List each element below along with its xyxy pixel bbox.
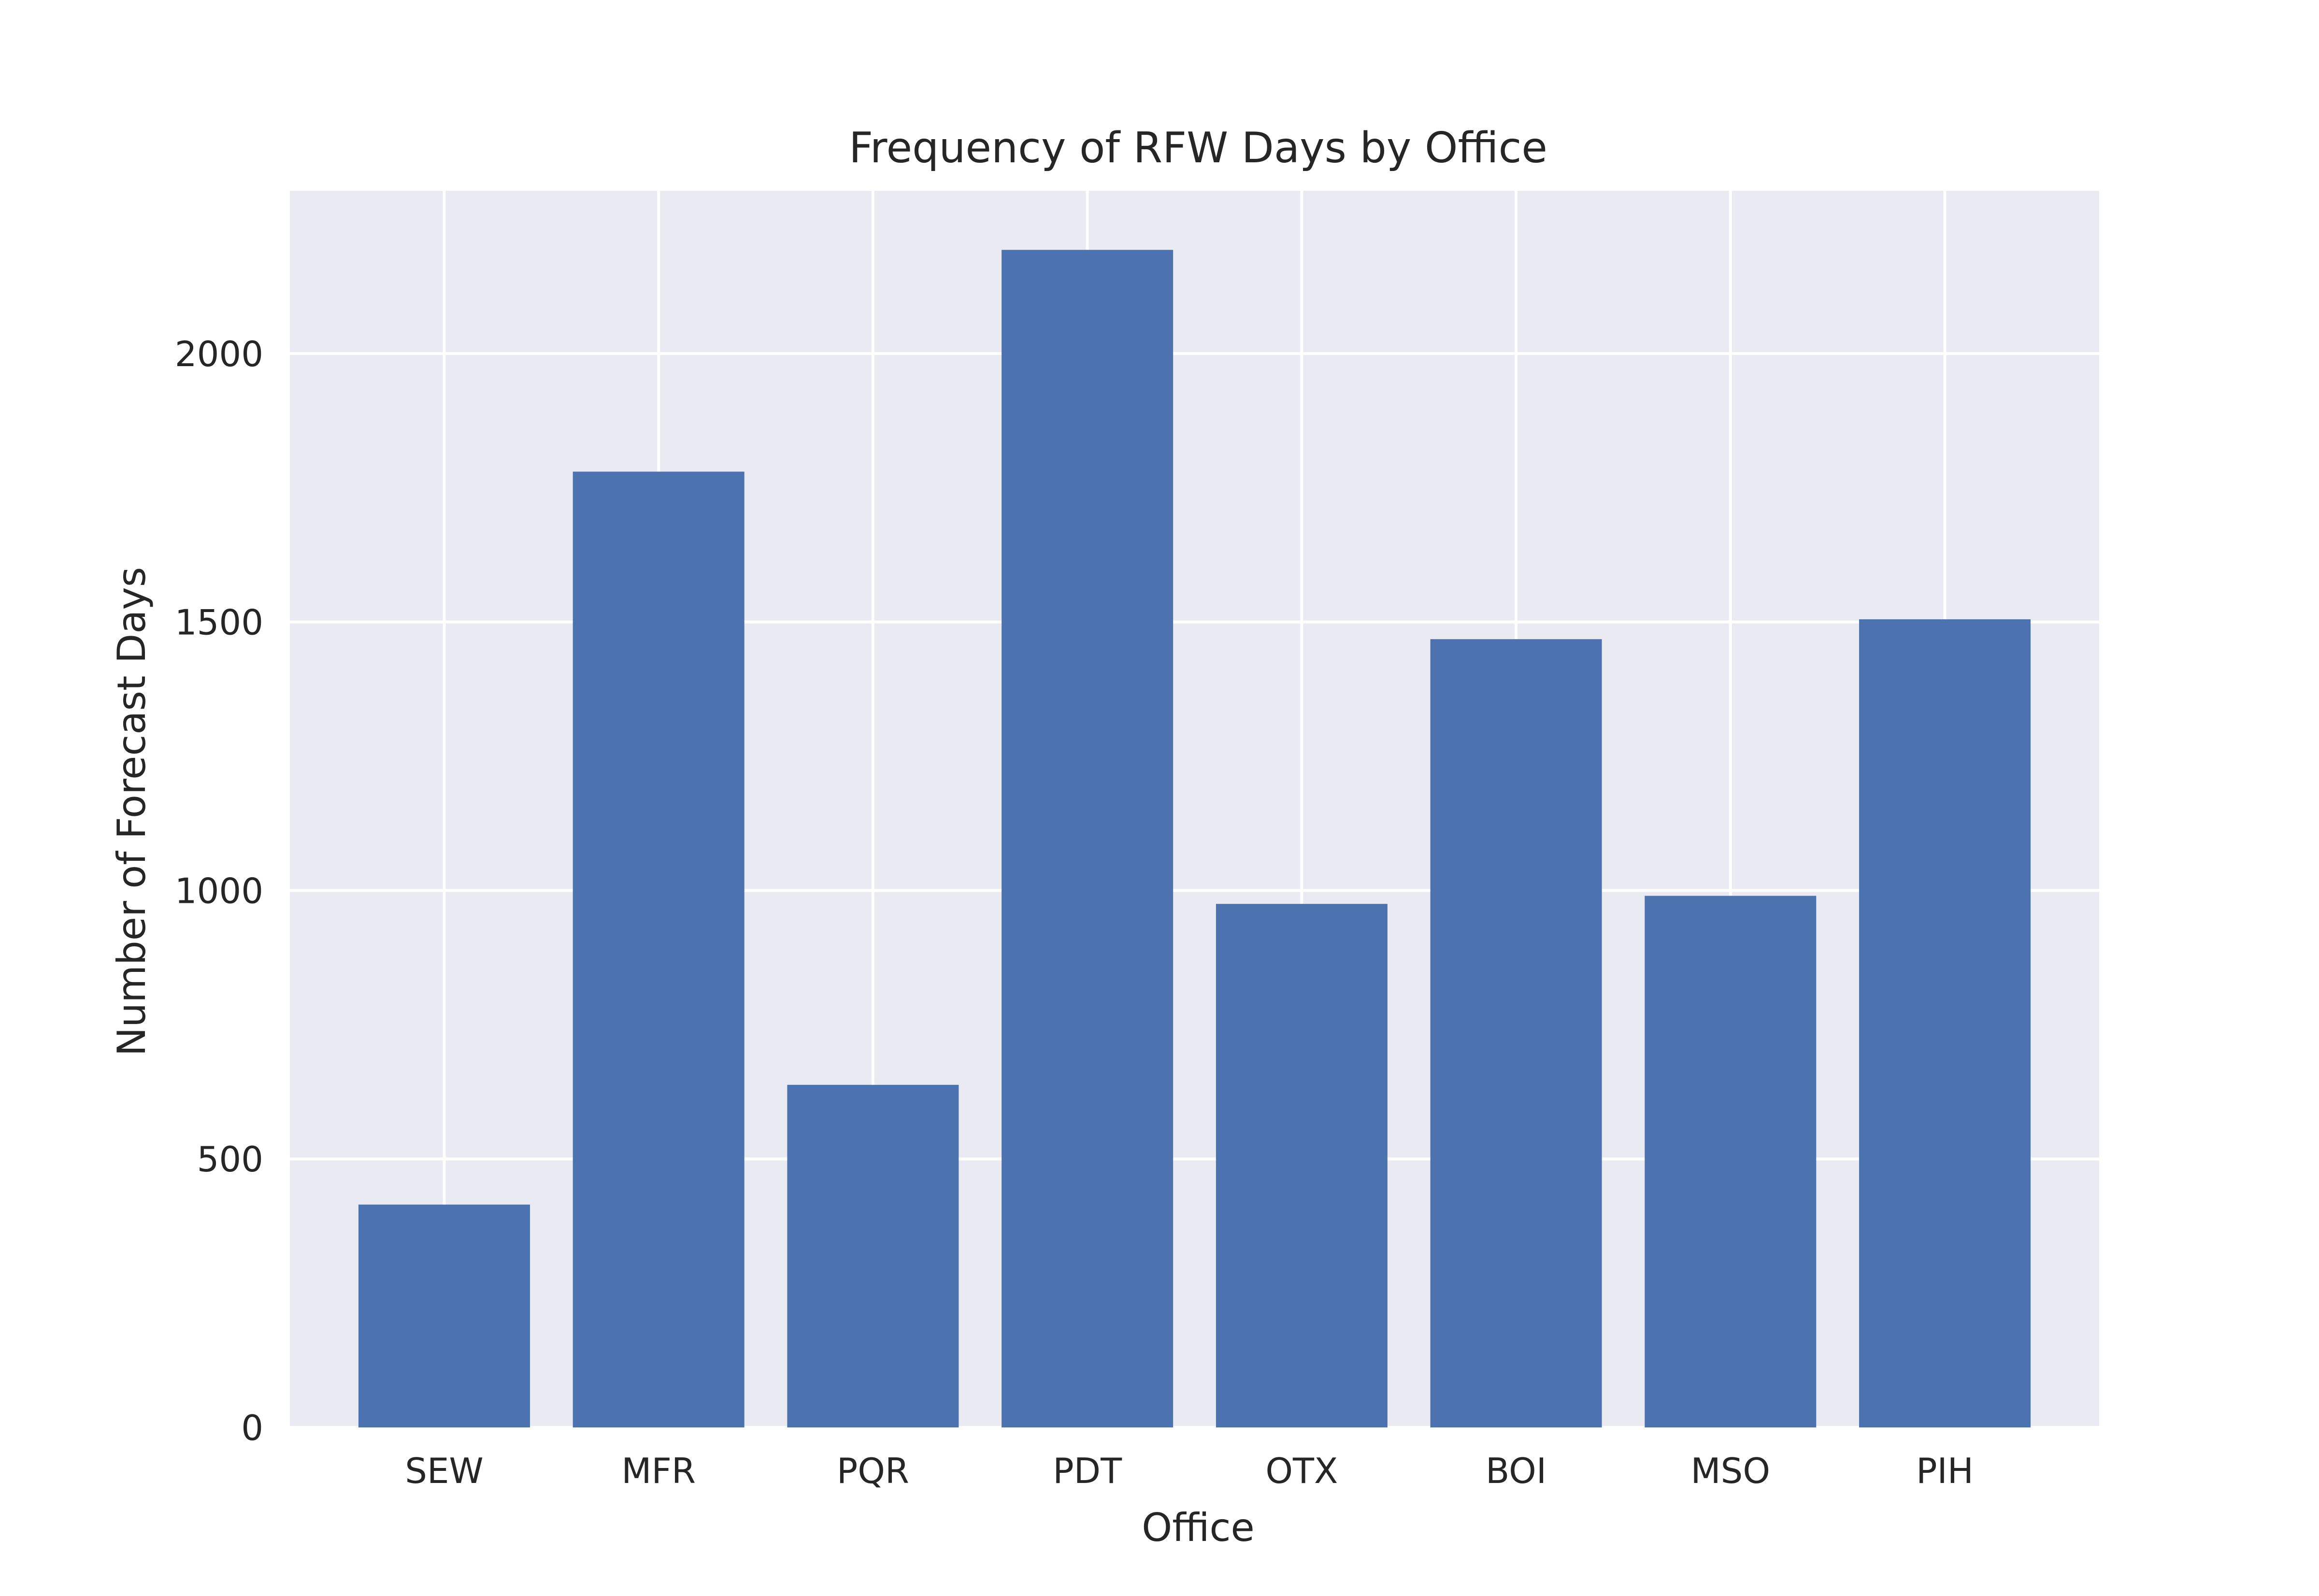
x-tick-label: MSO — [1691, 1451, 1771, 1491]
bar-pih — [1859, 619, 2031, 1427]
y-tick-label: 1000 — [175, 870, 263, 911]
x-tick-label: PDT — [1053, 1451, 1122, 1491]
y-axis-label: Number of Forecast Days — [109, 567, 154, 1056]
y-tick-label: 500 — [197, 1139, 263, 1180]
bar-sew — [358, 1204, 530, 1427]
x-tick-labels: SEW MFR PQR PDT OTX BOI MSO PIH — [405, 1451, 1974, 1491]
bar-mso — [1645, 896, 1817, 1427]
x-tick-label: BOI — [1486, 1451, 1546, 1491]
chart-title: Frequency of RFW Days by Office — [849, 123, 1547, 172]
bar-pdt — [1002, 250, 1174, 1427]
bars — [358, 250, 2031, 1427]
plot-background — [290, 191, 2099, 1427]
bar-boi — [1430, 639, 1602, 1427]
bar-otx — [1216, 904, 1388, 1427]
x-tick-label: PIH — [1916, 1451, 1974, 1491]
y-tick-label: 0 — [241, 1408, 263, 1448]
y-tick-label: 2000 — [175, 334, 263, 374]
x-tick-label: SEW — [405, 1451, 483, 1491]
x-tick-label: PQR — [837, 1451, 909, 1491]
x-tick-label: MFR — [621, 1451, 696, 1491]
y-tick-labels: 0 500 1000 1500 2000 — [175, 334, 263, 1448]
x-axis-label: Office — [1142, 1505, 1255, 1550]
bar-pqr — [787, 1084, 959, 1427]
x-tick-label: OTX — [1265, 1451, 1338, 1491]
y-tick-label: 1500 — [175, 602, 263, 643]
bar-mfr — [573, 471, 744, 1427]
